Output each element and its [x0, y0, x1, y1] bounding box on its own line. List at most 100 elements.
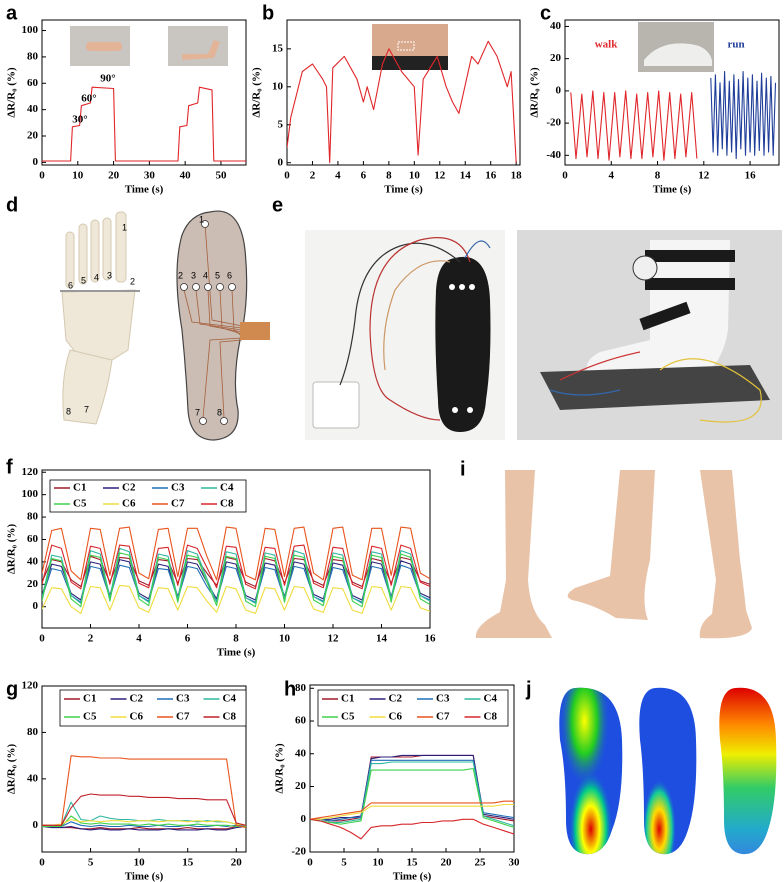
legend-box — [317, 689, 509, 727]
x-tick-label: 6 — [361, 170, 367, 182]
skeleton-label: 7 — [84, 404, 89, 414]
chart: 0 4 8 12 16 -40 -20 0 20 40 Time (s) ΔR/R₀ (%) walk r… — [529, 19, 780, 196]
line — [310, 759, 514, 822]
plot-frame — [286, 19, 521, 166]
legend-label: C1 — [341, 693, 354, 705]
x-tick-label: 5 — [341, 857, 347, 869]
y-tick-label: 20 — [550, 52, 562, 64]
y-tick-label: 100 — [22, 488, 39, 500]
x-tick-label: 10 — [409, 170, 421, 182]
line — [710, 71, 777, 160]
x-tick-label: 12 — [698, 170, 710, 182]
annotation: 90° — [100, 73, 115, 85]
x-tick-label: 10 — [72, 170, 84, 182]
line — [310, 767, 514, 828]
gait-photo — [475, 470, 752, 639]
x-tick-label: 16 — [485, 170, 497, 182]
y-tick-label: 0 — [33, 600, 39, 612]
insole-label: 6 — [227, 270, 232, 280]
x-tick-label: 2 — [310, 170, 316, 182]
line — [42, 825, 246, 831]
panel-label: c — [540, 2, 551, 24]
insole-label: 4 — [203, 270, 208, 280]
x-tick-label: 10 — [134, 857, 146, 869]
x-tick-label: 12 — [328, 633, 340, 645]
y-tick-label: -20 — [291, 846, 306, 858]
y-tick-label: 120 — [22, 680, 39, 692]
line — [310, 818, 514, 840]
line — [42, 793, 246, 826]
series-label: run — [727, 39, 744, 51]
y-tick-label: 120 — [22, 466, 39, 478]
x-tick-label: 20 — [108, 170, 120, 182]
legend-label: C6 — [122, 498, 136, 510]
legend-label: C7 — [436, 711, 450, 723]
y-tick-label: 20 — [295, 780, 307, 792]
legend-label: C1 — [73, 482, 86, 494]
legend-label: C8 — [484, 711, 498, 723]
legend-label: C3 — [176, 693, 190, 705]
x-tick-label: 0 — [39, 170, 45, 182]
y-tick-label: 80 — [27, 511, 39, 523]
device-photo — [305, 230, 505, 440]
line — [42, 547, 430, 604]
panel-label: a — [6, 2, 18, 24]
legend-label: C8 — [223, 711, 237, 723]
panel-label: g — [6, 678, 18, 700]
y-tick-label: 20 — [27, 578, 39, 590]
x-tick-label: 0 — [307, 857, 313, 869]
line — [42, 821, 246, 828]
x-tick-label: 2 — [88, 633, 94, 645]
chart: 0 2 4 6 8 10 12 14 16 0 20 40 60 80 100 120 Time (s) ΔR/R… — [6, 466, 436, 659]
chart: 0 10 20 30 40 50 0 20 40 60 80 100 Time (s) ΔR/R₀ (%)… — [6, 19, 247, 196]
y-tick-label: 0 — [278, 156, 284, 168]
y-tick-label: 15 — [272, 42, 284, 54]
line — [42, 818, 246, 826]
legend-label: C7 — [176, 711, 190, 723]
legend-box — [59, 689, 247, 727]
insole-label: 5 — [215, 270, 220, 280]
annotation: 60° — [81, 93, 96, 105]
y-tick-label: 40 — [550, 20, 562, 32]
insole-label: 7 — [195, 407, 200, 417]
plot-frame — [41, 19, 247, 166]
y-axis-label: ΔR/R₀ (%) — [251, 67, 263, 118]
x-tick-label: 0 — [39, 857, 45, 869]
panel-label: i — [460, 458, 466, 480]
panel-label: f — [6, 456, 13, 478]
x-tick-label: 40 — [180, 170, 192, 182]
panel-label: b — [262, 2, 274, 24]
series-label: walk — [595, 39, 619, 51]
x-tick-label: 8 — [233, 633, 239, 645]
panel-label: j — [525, 678, 532, 700]
y-tick-label: 40 — [27, 103, 39, 115]
x-tick-label: 16 — [745, 170, 757, 182]
legend-label: C5 — [83, 711, 97, 723]
legend-label: C4 — [223, 693, 237, 705]
panel-label: d — [6, 194, 18, 216]
legend-label: C2 — [389, 693, 403, 705]
legend-label: C7 — [171, 498, 185, 510]
legend-label: C3 — [436, 693, 450, 705]
skeleton-label: 1 — [122, 222, 127, 232]
legend-label: C5 — [341, 711, 355, 723]
wearable-photo — [517, 230, 782, 440]
x-axis-label: Time (s) — [125, 184, 164, 196]
panel-label: h — [284, 678, 296, 700]
skeleton-label: 2 — [130, 276, 135, 286]
insole-label: 1 — [199, 214, 204, 224]
x-tick-label: 5 — [88, 857, 94, 869]
y-tick-label: 5 — [278, 118, 284, 130]
y-tick-label: -40 — [546, 149, 561, 161]
line — [310, 754, 514, 820]
x-tick-label: 4 — [609, 170, 615, 182]
y-tick-label: 10 — [272, 80, 284, 92]
x-tick-label: 14 — [460, 170, 472, 182]
x-tick-label: 50 — [215, 170, 227, 182]
y-tick-label: 0 — [33, 156, 39, 168]
x-axis-label: Time (s) — [393, 871, 432, 882]
y-tick-label: 20 — [27, 130, 39, 142]
x-tick-label: 4 — [136, 633, 142, 645]
